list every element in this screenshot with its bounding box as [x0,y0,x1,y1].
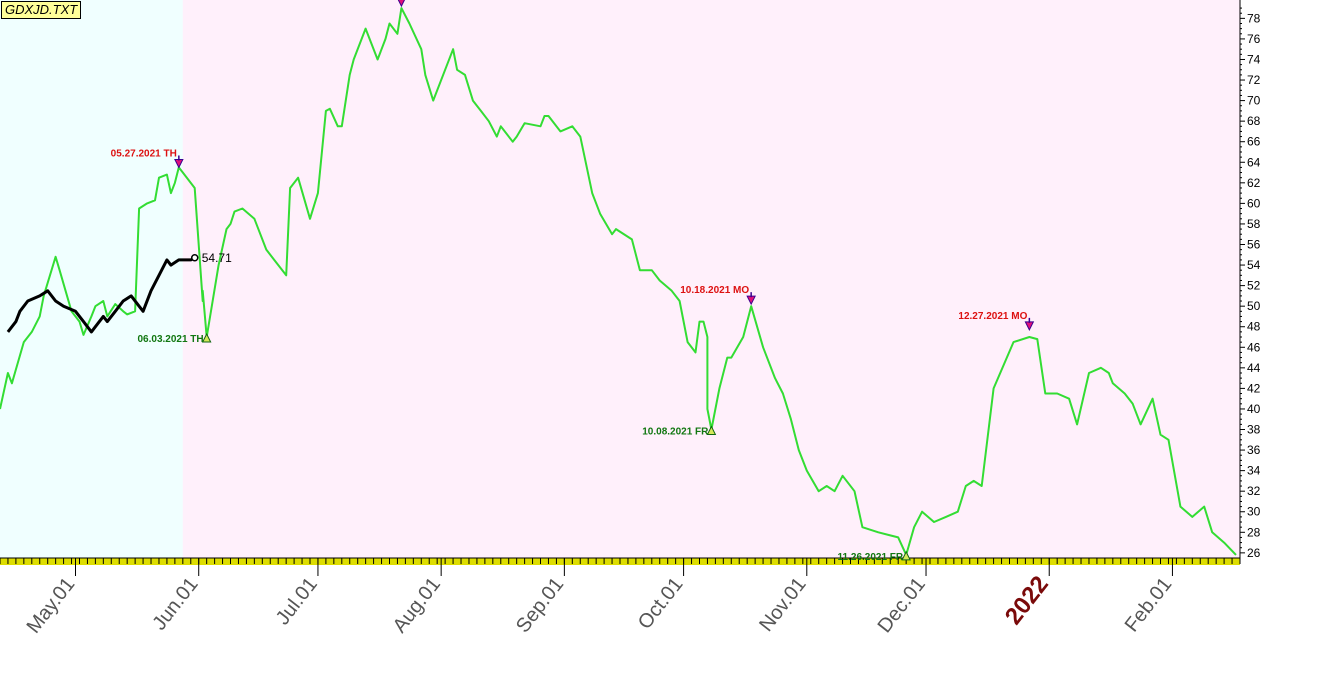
x-month-label: Jun.01 [148,574,202,635]
y-tick-label: 42 [1247,381,1261,395]
pivot-high-label: 12.27.2021 MO [958,311,1027,322]
pivot-low-marker [901,550,911,561]
y-tick-label: 68 [1247,114,1261,128]
series-line-1 [6,256,196,334]
y-tick-label: 58 [1247,217,1261,231]
pivot-high-label: 05.27.2021 TH [111,148,177,159]
shaded-region-1 [182,0,1240,558]
y-tick-label: 36 [1247,443,1261,457]
y-tick-label: 60 [1247,196,1261,210]
x-month-label: Nov.01 [755,574,810,636]
y-tick-label: 40 [1247,402,1261,416]
y-tick-label: 74 [1247,52,1261,66]
pivot-low-label: 11.26.2021 FR [838,552,904,563]
chart-title: GDXJD.TXT [1,1,82,19]
x-month-label: Dec.01 [874,574,930,637]
pivot-low-marker [706,425,717,436]
y-tick-label: 52 [1247,279,1261,293]
y-tick-label: 32 [1247,484,1261,498]
y-tick-label: 54 [1247,258,1261,272]
last-value-label: 54.71 [202,251,232,265]
x-month-label: Oct.01 [634,574,688,634]
x-year-label: 2022 [1000,571,1054,630]
pivot-low-marker [201,332,212,343]
y-tick-label: 28 [1247,525,1261,539]
y-tick-label: 70 [1247,94,1261,108]
x-month-label: Aug.01 [389,574,445,637]
x-month-label: Jul.01 [272,574,322,630]
y-tick-label: 76 [1247,32,1261,46]
y-tick-label: 62 [1247,176,1261,190]
x-month-label: May.01 [23,574,80,638]
pivot-low-label: 10.08.2021 FR [642,427,709,438]
y-tick-label: 56 [1247,237,1261,251]
y-tick-label: 78 [1247,11,1261,25]
y-tick-label: 38 [1247,423,1261,437]
y-tick-label: 44 [1247,361,1261,375]
y-tick-label: 34 [1247,464,1261,478]
last-value-marker [190,254,199,262]
y-tick-label: 64 [1247,155,1261,169]
y-tick-label: 26 [1247,546,1261,560]
y-tick-label: 30 [1247,505,1261,519]
pivot-high-label: 10.18.2021 MO [680,285,749,296]
y-tick-label: 72 [1247,73,1261,87]
y-tick-label: 66 [1247,135,1261,149]
shaded-region-0 [0,0,183,558]
pivot-high-marker [397,0,406,8]
y-tick-label: 46 [1247,340,1261,354]
y-tick-label: 48 [1247,320,1261,334]
series-line-0 [0,7,1237,556]
y-tick-label: 50 [1247,299,1261,313]
pivot-low-label: 06.03.2021 TH [137,334,203,345]
x-month-label: Sep.01 [512,574,568,637]
x-month-label: Feb.01 [1121,574,1177,637]
